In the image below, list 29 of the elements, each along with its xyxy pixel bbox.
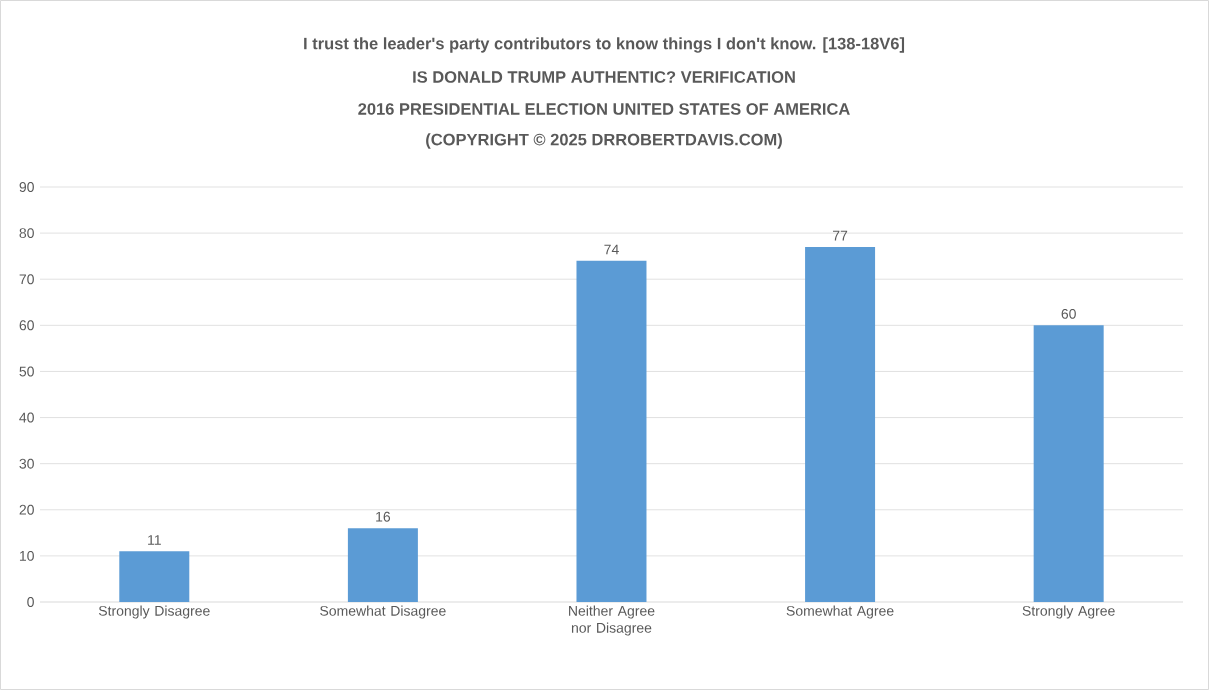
chart-title: I trust the leader's party contributors to know things I don't know. [138-18V6] (304, 37, 905, 53)
y-tick-label: 0 (27, 597, 34, 607)
x-tick-label: Neither Agree nor Disagree (569, 605, 655, 636)
y-tick-label: 20 (19, 504, 34, 515)
y-tick-label: 70 (19, 274, 34, 285)
x-tick-label: Strongly Disagree (98, 605, 210, 619)
y-tick-label: 60 (19, 320, 34, 331)
chart-subtitle: IS DONALD TRUMP AUTHENTIC? VERIFICATION (413, 71, 795, 83)
y-tick-label: 90 (19, 182, 34, 192)
y-tick-label: 40 (19, 412, 34, 423)
x-tick-label: Strongly Agree (1022, 605, 1115, 619)
x-tick-label: Somewhat Disagree (320, 605, 446, 619)
data-label: 77 (833, 230, 848, 241)
data-label: 16 (376, 511, 391, 522)
text: 2016 PRESIDENTIAL ELECTION UNITED STATES OF AMERICA (358, 103, 850, 115)
bar (1033, 325, 1104, 602)
y-tick-label: 30 (19, 458, 34, 469)
bar (576, 260, 647, 602)
bar (119, 551, 190, 602)
bar (347, 528, 418, 602)
y-tick-label: 80 (19, 228, 34, 239)
y-tick-label: 50 (19, 366, 34, 377)
data-label: 74 (604, 244, 619, 255)
data-label: 11 (148, 535, 161, 545)
data-label: 60 (1061, 308, 1076, 319)
x-tick-label: Somewhat Agree (786, 605, 894, 619)
y-tick-label: 10 (19, 550, 34, 561)
text: (COPYRIGHT © 2025 DRROBERTDAVIS.COM) (426, 133, 782, 149)
bar (805, 246, 876, 602)
